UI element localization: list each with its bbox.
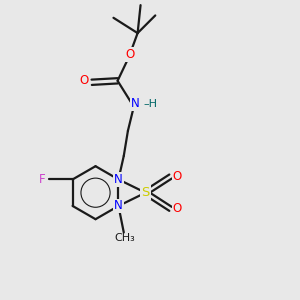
Text: O: O (172, 202, 182, 215)
Text: O: O (80, 74, 89, 87)
Text: F: F (39, 173, 46, 186)
Text: S: S (141, 186, 150, 199)
Text: –H: –H (143, 99, 157, 110)
Text: O: O (126, 48, 135, 61)
Text: N: N (131, 97, 140, 110)
Text: N: N (114, 173, 123, 186)
Text: N: N (114, 200, 123, 212)
Text: CH₃: CH₃ (114, 233, 135, 243)
Text: O: O (172, 170, 182, 183)
